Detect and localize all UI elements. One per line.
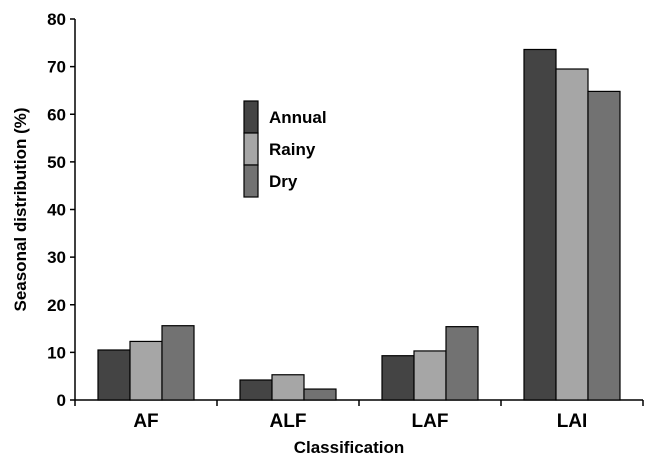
y-tick-label: 70: [47, 58, 66, 77]
y-tick-label: 0: [57, 391, 66, 410]
bar-annual-laf: [381, 355, 415, 401]
legend-swatch-annual: [243, 100, 259, 134]
bar-dry-laf: [445, 326, 479, 401]
y-tick-label: 50: [47, 153, 66, 172]
bar-dry-lai: [587, 90, 621, 401]
y-axis-title: Seasonal distribution (%): [11, 107, 30, 311]
bar-rainy-af: [129, 340, 163, 401]
x-tick-label: ALF: [270, 411, 307, 432]
legend: Annual Rainy Dry: [243, 100, 327, 198]
y-tick-label: 80: [47, 10, 66, 29]
x-tick-label: LAI: [557, 411, 588, 432]
x-tick-label: LAF: [412, 411, 449, 432]
legend-swatch-dry: [243, 164, 259, 198]
bars: [97, 48, 621, 401]
legend-label-rainy: Rainy: [269, 140, 316, 159]
y-tick-label: 10: [47, 343, 66, 362]
legend-label-dry: Dry: [269, 172, 298, 191]
x-axis: AF ALF LAF LAI: [74, 399, 644, 432]
bar-annual-lai: [523, 48, 557, 401]
legend-label-annual: Annual: [269, 108, 327, 127]
y-axis: 0 10 20 30 40 50 60 70 80: [47, 10, 76, 410]
bar-annual-af: [97, 349, 131, 401]
bar-annual-alf: [239, 379, 273, 401]
bar-rainy-alf: [271, 374, 305, 401]
legend-swatch-rainy: [243, 132, 259, 166]
y-tick-label: 60: [47, 105, 66, 124]
y-tick-label: 20: [47, 296, 66, 315]
x-tick-label: AF: [133, 411, 158, 432]
x-axis-title: Classification: [294, 438, 405, 455]
y-tick-label: 30: [47, 248, 66, 267]
bar-rainy-lai: [555, 68, 589, 401]
bar-dry-af: [161, 325, 195, 401]
bar-dry-alf: [303, 388, 337, 401]
y-tick-label: 40: [47, 201, 66, 220]
bar-rainy-laf: [413, 350, 447, 401]
